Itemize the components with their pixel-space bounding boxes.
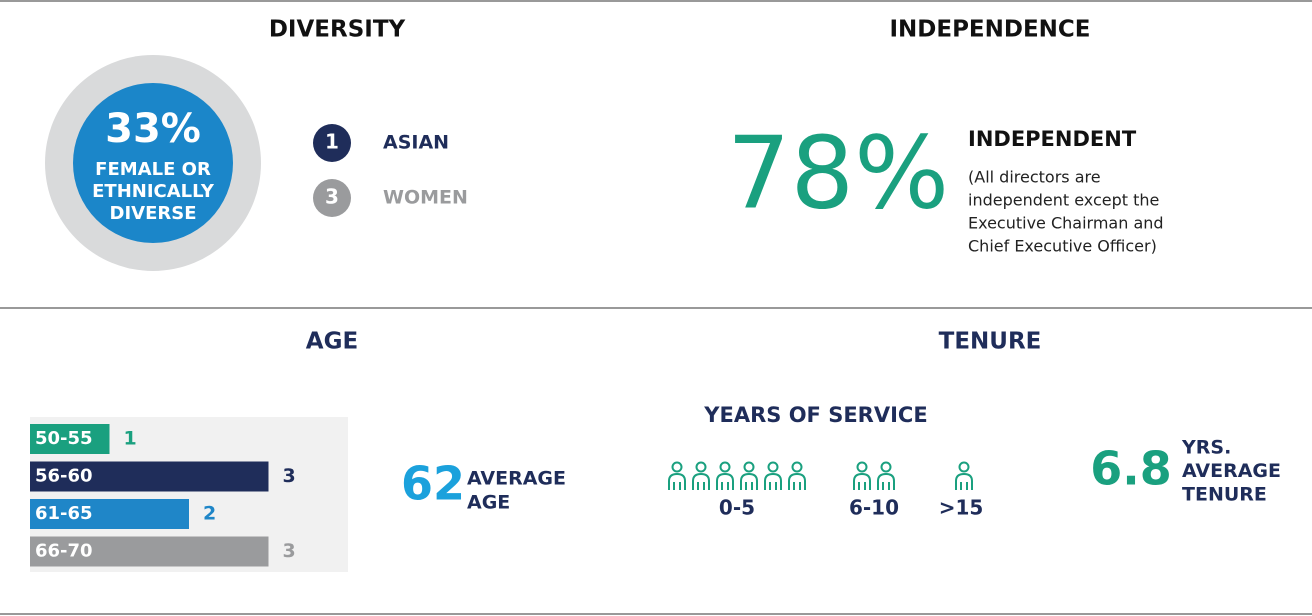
bar-category: 56-60 <box>35 466 93 487</box>
average-tenure: 6.8 <box>1090 442 1172 496</box>
note-line: (All directors are <box>968 168 1101 187</box>
icon-head <box>767 461 779 473</box>
icon-head <box>671 461 683 473</box>
caption-line: FEMALE OR <box>95 159 211 180</box>
bar <box>30 536 269 567</box>
average-age: 62 <box>401 457 465 511</box>
note-line: independent except the <box>968 191 1159 210</box>
diversity-percent: 33% <box>105 106 201 152</box>
icon-head <box>856 461 868 473</box>
independence-label: INDEPENDENT <box>968 127 1137 151</box>
section-title: TENURE <box>939 329 1042 355</box>
icon-head <box>719 461 731 473</box>
average-label: AVERAGE <box>1182 460 1281 482</box>
count: 1 <box>325 130 339 154</box>
icon-head <box>880 461 892 473</box>
icon-body <box>716 472 734 490</box>
person-icon <box>740 461 758 490</box>
person-icon <box>955 461 973 490</box>
subtitle: YEARS OF SERVICE <box>703 403 927 427</box>
item-label: WOMEN <box>383 187 468 209</box>
group-label: 0-5 <box>719 496 755 520</box>
icon-body <box>853 472 871 490</box>
bar-value: 3 <box>283 540 296 562</box>
bar <box>30 461 269 492</box>
icon-head <box>791 461 803 473</box>
person-icon <box>692 461 710 490</box>
icon-body <box>955 472 973 490</box>
bar-value: 2 <box>203 503 216 525</box>
icon-head <box>743 461 755 473</box>
caption-line: DIVERSE <box>110 203 197 224</box>
icon-body <box>692 472 710 490</box>
section-title: DIVERSITY <box>269 17 406 43</box>
group-label: 6-10 <box>849 496 899 520</box>
average-label: TENURE <box>1182 484 1267 506</box>
count-badge <box>313 124 351 162</box>
bar <box>30 499 189 529</box>
item-label: ASIAN <box>383 132 449 154</box>
icon-body <box>788 472 806 490</box>
section-title: INDEPENDENCE <box>889 17 1090 43</box>
disc <box>73 83 233 243</box>
person-icon <box>788 461 806 490</box>
caption-line: ETHNICALLY <box>92 181 215 202</box>
icon-body <box>764 472 782 490</box>
person-icon <box>668 461 686 490</box>
person-icon <box>853 461 871 490</box>
note-line: Executive Chairman and <box>968 214 1164 233</box>
bar-category: 50-55 <box>35 428 93 449</box>
person-icon <box>716 461 734 490</box>
bar-category: 61-65 <box>35 503 93 524</box>
bar-category: 66-70 <box>35 541 93 562</box>
count: 3 <box>325 185 339 209</box>
average-label: AGE <box>467 492 510 514</box>
independence-percent: 78% <box>727 114 949 231</box>
count-badge <box>313 179 351 217</box>
group-label: >15 <box>939 496 984 520</box>
icon-body <box>877 472 895 490</box>
icon-head <box>958 461 970 473</box>
icon-body <box>740 472 758 490</box>
person-icon <box>877 461 895 490</box>
person-icon <box>764 461 782 490</box>
bar-value: 1 <box>124 428 137 450</box>
section-title: AGE <box>306 329 358 355</box>
icon-head <box>695 461 707 473</box>
bar-value: 3 <box>283 465 296 487</box>
average-label: AVERAGE <box>467 468 566 490</box>
bar <box>30 424 110 454</box>
note-line: Chief Executive Officer) <box>968 237 1157 256</box>
icon-body <box>668 472 686 490</box>
average-label: YRS. <box>1181 437 1231 459</box>
